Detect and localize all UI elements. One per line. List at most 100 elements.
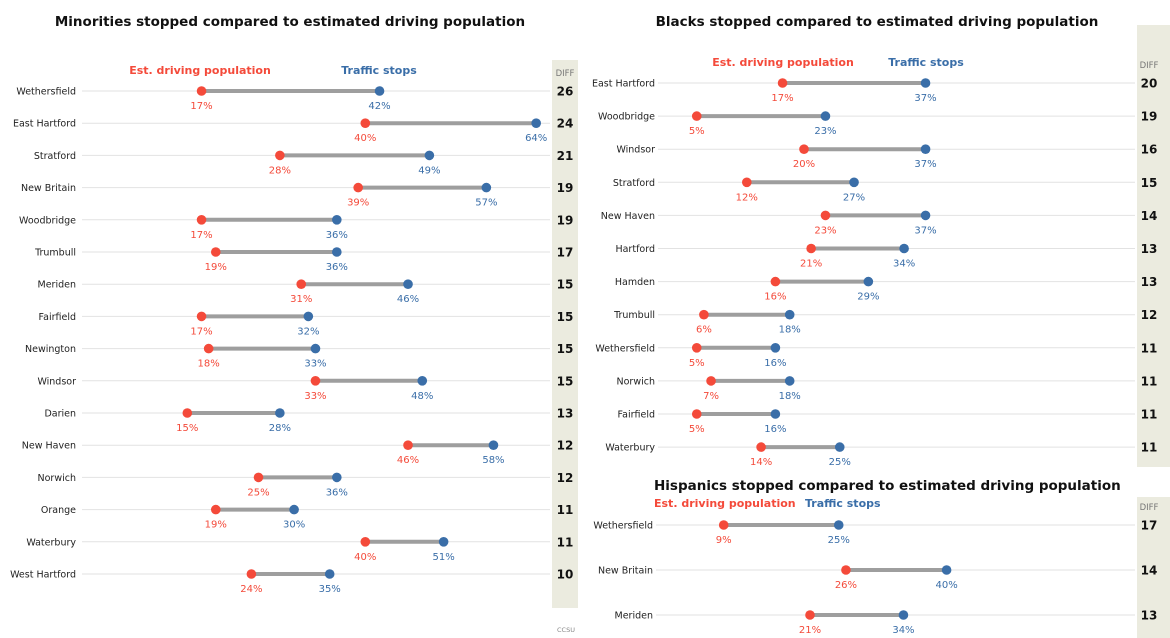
traffic-stops-value-label: 25% (829, 457, 851, 468)
diff-value: 16 (1141, 143, 1158, 157)
est-population-value-label: 19% (205, 520, 227, 531)
est-population-dot (353, 182, 363, 193)
est-population-dot (296, 279, 307, 290)
traffic-stops-dot (899, 243, 909, 254)
blacks-row: Waterbury 14% 25% 11 (605, 441, 1157, 469)
traffic-stops-dot (310, 343, 321, 354)
est-population-dot (203, 343, 214, 354)
category-label: West Hartford (10, 570, 76, 581)
traffic-stops-dot (770, 343, 781, 353)
minorities-row: Newington 18% 33% 15 (25, 342, 573, 370)
category-label: Woodbridge (598, 112, 655, 123)
minorities-row: Darien 15% 28% 13 (44, 407, 573, 435)
est-population-dot (196, 215, 207, 225)
est-population-value-label: 21% (800, 259, 822, 270)
diff-value: 11 (1141, 374, 1158, 388)
est-population-value-label: 5% (689, 126, 705, 137)
traffic-stops-dot (403, 279, 413, 290)
diff-value: 15 (1141, 176, 1158, 190)
est-population-value-label: 12% (736, 192, 758, 203)
est-population-dot (820, 210, 831, 221)
traffic-stops-value-label: 27% (843, 192, 865, 203)
category-label: New Haven (601, 211, 655, 222)
minorities-legend-traffic-stops: Traffic stops (341, 64, 417, 77)
hispanics-legend-est-population: Est. driving population (654, 497, 796, 510)
est-population-dot (403, 440, 413, 451)
minorities-diff-column (552, 60, 578, 608)
blacks-row: Hartford 21% 34% 13 (615, 242, 1157, 270)
est-population-value-label: 9% (716, 535, 732, 546)
minorities-rows: Wethersfield 17% 42% 26 East Hartford 40% 64% 2… (10, 85, 573, 596)
minorities-row: West Hartford 24% 35% 10 (10, 568, 573, 596)
traffic-stops-value-label: 64% (525, 133, 547, 144)
traffic-stops-dot (332, 472, 342, 483)
est-population-value-label: 46% (397, 455, 419, 466)
traffic-stops-value-label: 33% (304, 359, 326, 370)
traffic-stops-dot (303, 311, 314, 322)
traffic-stops-value-label: 23% (814, 126, 836, 137)
category-label: Windsor (37, 376, 76, 387)
minorities-row: Fairfield 17% 32% 15 (39, 310, 574, 338)
traffic-stops-value-label: 25% (828, 535, 850, 546)
est-population-value-label: 40% (354, 133, 376, 144)
category-label: Darien (44, 409, 76, 420)
traffic-stops-dot (438, 537, 449, 547)
traffic-stops-value-label: 30% (283, 520, 305, 531)
est-population-dot (691, 343, 702, 353)
category-label: Waterbury (26, 537, 76, 548)
minorities-row: New Britain 39% 57% 19 (21, 181, 573, 209)
diff-value: 13 (557, 407, 574, 421)
traffic-stops-value-label: 18% (779, 391, 801, 402)
diff-value: 20 (1141, 77, 1158, 91)
traffic-stops-value-label: 16% (764, 424, 786, 435)
category-label: Meriden (615, 611, 653, 622)
est-population-value-label: 5% (689, 358, 705, 369)
category-label: East Hartford (592, 79, 655, 90)
est-population-dot (841, 565, 851, 575)
hispanics-title: Hispanics stopped compared to estimated … (654, 478, 1121, 494)
diff-value: 24 (557, 117, 574, 131)
category-label: Wethersfield (595, 343, 655, 354)
est-population-dot (706, 376, 716, 386)
est-population-dot (275, 150, 285, 161)
est-population-dot (360, 118, 371, 128)
category-label: Fairfield (39, 312, 76, 323)
category-label: Hartford (615, 244, 655, 255)
blacks-rows: East Hartford 17% 37% 20 Woodbridge 5% 23% 19 Wi… (592, 77, 1157, 469)
est-population-dot (806, 243, 816, 254)
diff-value: 17 (557, 246, 574, 260)
traffic-stops-value-label: 29% (857, 292, 879, 303)
minorities-row: Wethersfield 17% 42% 26 (16, 85, 573, 113)
est-population-value-label: 5% (689, 424, 705, 435)
est-population-value-label: 7% (703, 391, 719, 402)
traffic-stops-dot (332, 215, 342, 225)
blacks-row: New Haven 23% 37% 14 (601, 209, 1158, 237)
est-population-value-label: 17% (190, 326, 212, 337)
est-population-value-label: 25% (247, 487, 269, 498)
diff-value: 12 (1141, 308, 1158, 322)
category-label: East Hartford (13, 119, 76, 130)
category-label: Wethersfield (16, 87, 76, 98)
category-label: Stratford (613, 178, 655, 189)
minorities-row: Waterbury 40% 51% 11 (26, 535, 573, 563)
minorities-row: Windsor 33% 48% 15 (37, 374, 573, 402)
traffic-stops-dot (424, 150, 435, 161)
diff-value: 15 (557, 310, 574, 324)
diff-value: 19 (557, 213, 574, 227)
traffic-stops-dot (488, 440, 499, 451)
est-population-dot (770, 276, 781, 287)
category-label: Meriden (38, 280, 76, 291)
traffic-stops-dot (332, 247, 342, 257)
traffic-stops-value-label: 37% (914, 225, 936, 236)
hispanics-row: Meriden 21% 34% 13 (615, 609, 1158, 637)
traffic-stops-dot (531, 118, 541, 128)
traffic-stops-dot (920, 210, 931, 221)
blacks-row: Trumbull 6% 18% 12 (613, 308, 1157, 336)
est-population-value-label: 17% (771, 93, 793, 104)
est-population-value-label: 40% (354, 552, 376, 563)
est-population-dot (718, 520, 729, 530)
hispanics-diff-column (1137, 497, 1170, 638)
diff-value: 19 (1141, 110, 1158, 124)
est-population-value-label: 18% (198, 359, 220, 370)
